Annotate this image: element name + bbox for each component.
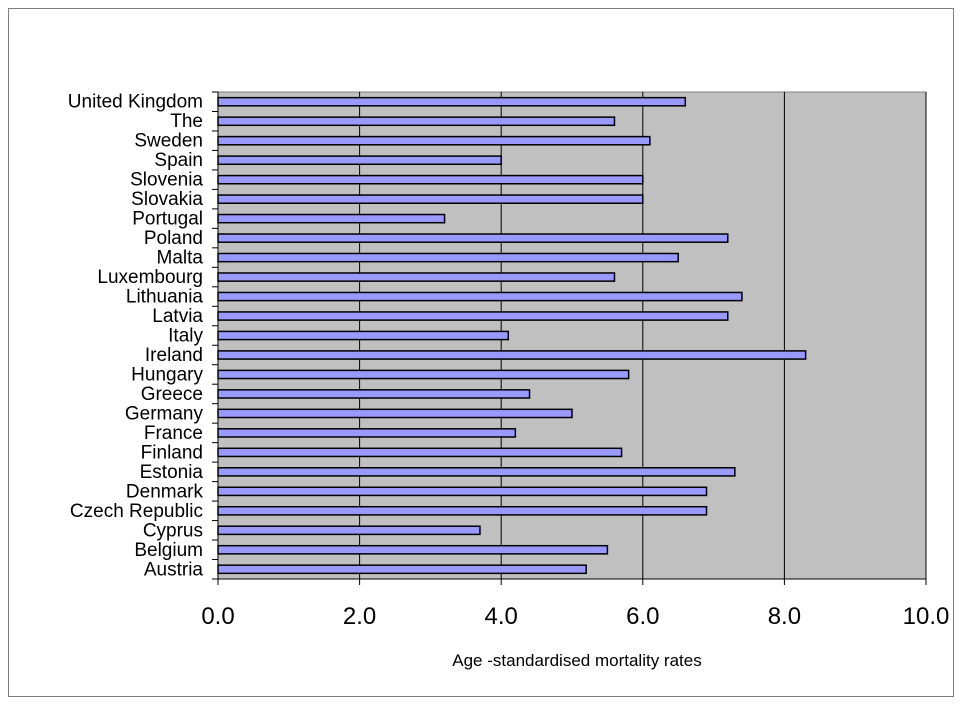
bar-denmark bbox=[217, 486, 708, 497]
category-label: Italy bbox=[168, 326, 203, 347]
category-label: France bbox=[144, 423, 203, 444]
bar-united-kingdom bbox=[217, 96, 687, 107]
category-label: Sweden bbox=[134, 131, 203, 152]
x-axis-title: Age -standardised mortality rates bbox=[452, 651, 701, 670]
category-label: Luxembourg bbox=[97, 267, 203, 288]
bar-malta bbox=[217, 252, 679, 263]
category-label: Ireland bbox=[145, 345, 203, 366]
category-label: Portugal bbox=[132, 209, 203, 230]
bar-belgium bbox=[217, 544, 609, 555]
bars bbox=[217, 96, 807, 575]
y-axis-ticks bbox=[212, 91, 218, 580]
bar-slovakia bbox=[217, 194, 644, 204]
bar-lithuania bbox=[217, 291, 743, 302]
bar-austria bbox=[217, 564, 587, 575]
bar-finland bbox=[217, 447, 623, 458]
bar-luxembourg bbox=[217, 272, 616, 282]
x-tick-label: 4.0 bbox=[485, 603, 518, 630]
bar-italy bbox=[217, 330, 510, 341]
category-label: Latvia bbox=[152, 306, 203, 327]
category-label: Belgium bbox=[134, 540, 203, 561]
bar-cyprus bbox=[217, 525, 481, 536]
x-tick-label: 2.0 bbox=[343, 603, 376, 630]
bar-the bbox=[217, 116, 616, 127]
bar-estonia bbox=[217, 467, 736, 477]
bar-germany bbox=[217, 408, 573, 419]
bar-sweden bbox=[217, 135, 651, 146]
bar-poland bbox=[217, 233, 729, 243]
category-label: Spain bbox=[154, 150, 203, 171]
category-label: Austria bbox=[144, 559, 204, 580]
bar-czech-republic bbox=[217, 505, 708, 516]
bar-hungary bbox=[217, 369, 630, 380]
x-tick-label: 8.0 bbox=[768, 603, 801, 630]
bar-spain bbox=[217, 155, 502, 166]
bar-portugal bbox=[217, 213, 446, 224]
x-axis-ticks bbox=[217, 579, 927, 585]
category-label: Poland bbox=[144, 228, 203, 249]
x-tick-label: 6.0 bbox=[626, 603, 659, 630]
category-label: Czech Republic bbox=[70, 501, 203, 522]
x-tick-labels: 0.0 2.0 4.0 6.0 8.0 10.0 bbox=[201, 603, 949, 630]
bar-ireland bbox=[217, 350, 807, 360]
category-label: Cyprus bbox=[143, 520, 203, 541]
category-label: The bbox=[170, 111, 203, 132]
category-label: Finland bbox=[141, 442, 203, 463]
category-labels: United KingdomTheSwedenSpainSloveniaSlov… bbox=[68, 92, 204, 581]
x-tick-label: 0.0 bbox=[201, 603, 234, 630]
bar-latvia bbox=[217, 311, 729, 321]
category-label: Hungary bbox=[131, 364, 203, 385]
x-tick-label: 10.0 bbox=[903, 603, 950, 630]
category-label: United Kingdom bbox=[68, 92, 203, 113]
bar-greece bbox=[217, 389, 531, 399]
bar-slovenia bbox=[217, 174, 644, 185]
category-label: Slovenia bbox=[130, 170, 203, 191]
bar-france bbox=[217, 428, 517, 438]
category-label: Greece bbox=[141, 384, 203, 405]
category-label: Germany bbox=[125, 403, 204, 424]
category-label: Estonia bbox=[140, 462, 204, 483]
category-label: Lithuania bbox=[126, 287, 204, 308]
category-label: Slovakia bbox=[131, 189, 203, 210]
category-label: Malta bbox=[157, 248, 204, 269]
category-label: Denmark bbox=[126, 481, 204, 502]
